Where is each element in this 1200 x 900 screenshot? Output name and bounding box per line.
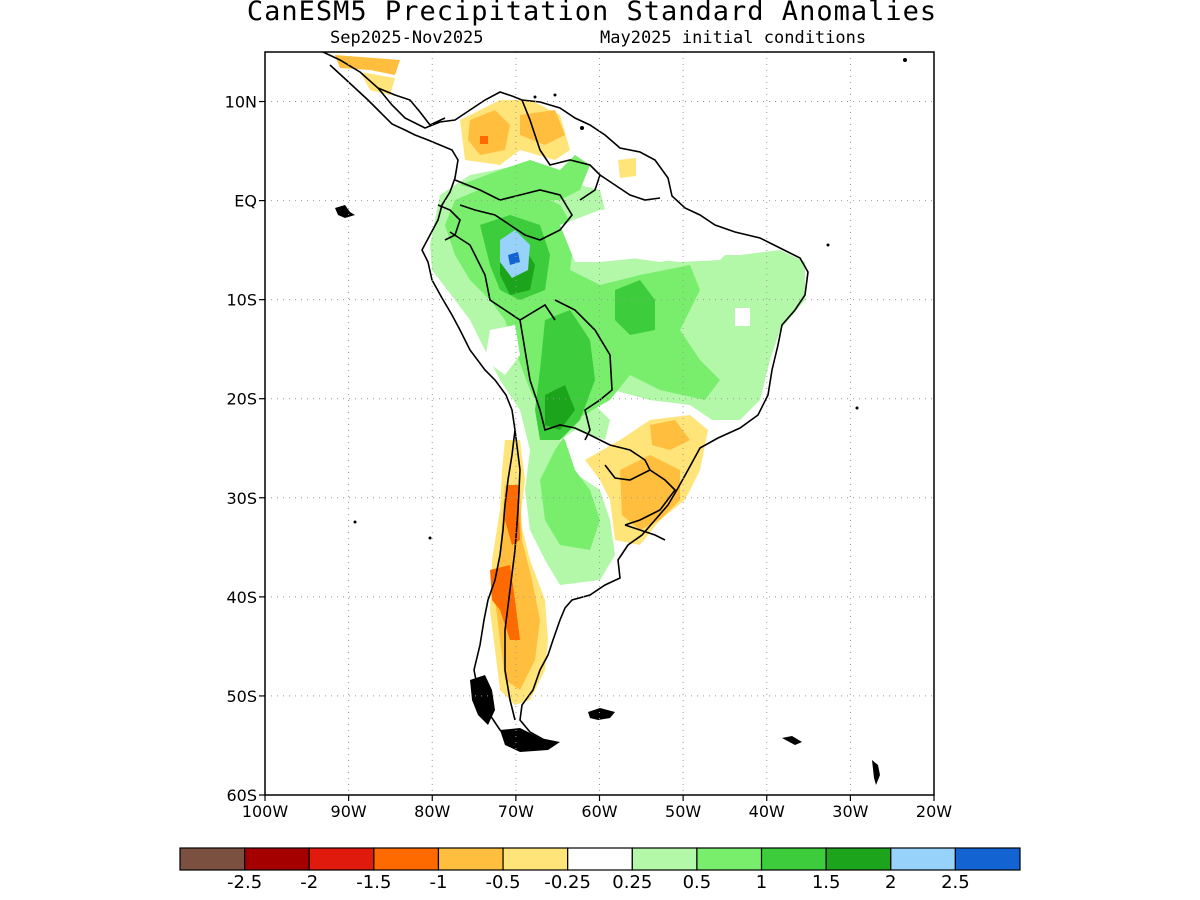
map-title: CanESM5 Precipitation Standard Anomalies xyxy=(246,0,938,27)
lon-tick-label: 30W xyxy=(832,802,868,821)
colorbar-label: 1.5 xyxy=(812,872,841,893)
chilean-archipelago xyxy=(470,675,495,725)
lon-tick-label: 70W xyxy=(498,802,534,821)
lat-tick-label: EQ xyxy=(234,192,257,211)
colorbar-swatch xyxy=(567,847,633,871)
forecast-period: Sep2025-Nov2025 xyxy=(330,28,484,48)
shade-orange-colombia xyxy=(468,110,510,155)
lat-tick-label: 60S xyxy=(226,786,257,805)
colorbar-swatch xyxy=(954,847,1021,871)
colorbar-swatch xyxy=(890,847,956,871)
colorbar-label: -2.5 xyxy=(227,872,262,893)
border-guianas xyxy=(599,174,661,201)
lat-tick-label: 10S xyxy=(226,291,257,310)
colorbar-label: 0.25 xyxy=(612,872,652,893)
coastlines xyxy=(322,52,809,749)
shade-red-spot xyxy=(480,136,488,144)
trindade-island xyxy=(855,406,859,410)
border-venezuela xyxy=(521,99,601,201)
colorbar-swatch xyxy=(502,847,569,871)
colorbar: -2.5 -2 -1.5 -1 -0.5 -0.25 0.25 0.5 1 1.5 2 2.5 xyxy=(179,847,1021,893)
shade-red-orange-south xyxy=(490,565,520,640)
lat-tick-label: 20S xyxy=(226,390,257,409)
shade-white-north-brazil xyxy=(560,205,740,262)
lon-tick-label: 90W xyxy=(331,802,367,821)
south-georgia xyxy=(782,736,802,745)
map-content xyxy=(265,52,934,795)
lon-tick-label: 80W xyxy=(414,802,450,821)
shade-white-peru xyxy=(485,325,520,375)
colorbar-swatch xyxy=(631,847,698,871)
shade-white-cell xyxy=(735,308,750,326)
lat-tick-label: 30S xyxy=(226,489,257,508)
lat-tick-label: 50S xyxy=(226,687,257,706)
colorbar-label: 2.5 xyxy=(941,872,970,893)
fernando-de-noronha xyxy=(826,243,830,247)
falkland-islands xyxy=(588,708,615,720)
lon-tick-label: 40W xyxy=(749,802,785,821)
lat-tick-label: 10N xyxy=(225,93,257,112)
colorbar-label: 2 xyxy=(885,872,896,893)
shade-blue xyxy=(508,252,520,265)
caribbean-island-2 xyxy=(553,93,557,97)
caribbean-island-1 xyxy=(533,95,537,99)
colorbar-label: -0.5 xyxy=(486,872,521,893)
shade-green-nw xyxy=(460,155,590,200)
shade-orange-venezuela xyxy=(520,110,565,145)
border-bolivia xyxy=(519,319,591,436)
shade-dark-green-b xyxy=(545,385,575,430)
lon-tick-label: 60W xyxy=(581,802,617,821)
border-chile-argentina xyxy=(504,429,521,721)
colorbar-label: -1.5 xyxy=(356,872,391,893)
border-ecuador xyxy=(437,204,461,241)
latitude-axis: 10N EQ 10S 20S 30S 40S 50S 60S xyxy=(225,93,265,805)
lat-tick-label: 40S xyxy=(226,588,257,607)
colorbar-label: -1 xyxy=(429,872,447,893)
south-america-coastline xyxy=(322,52,809,749)
shade-yellow-guiana xyxy=(618,158,636,178)
shade-orange-se-brazil xyxy=(650,420,690,450)
shade-orange-paraguay xyxy=(620,455,680,530)
colorbar-swatch xyxy=(825,847,892,871)
border-brazil-west xyxy=(554,299,613,441)
san-felix-island xyxy=(353,520,357,524)
central-america-coast xyxy=(377,87,446,126)
shade-mid-green-brazil xyxy=(615,280,655,335)
border-uruguay xyxy=(624,524,666,541)
trinidad-island xyxy=(580,126,584,130)
border-colombia xyxy=(454,179,573,241)
colorbar-label: 0.5 xyxy=(683,872,712,893)
colorbar-swatch xyxy=(437,847,504,871)
anomaly-shading xyxy=(335,55,805,705)
colorbar-swatch xyxy=(760,847,827,871)
colorbar-label: -2 xyxy=(300,872,318,893)
colorbar-swatch xyxy=(696,847,763,871)
lon-tick-label: 20W xyxy=(916,802,952,821)
colorbar-label: 1 xyxy=(756,872,767,893)
colorbar-swatch xyxy=(179,847,246,871)
border-argentina-brazil xyxy=(624,469,677,526)
lon-tick-label: 50W xyxy=(665,802,701,821)
south-sandwich-islands xyxy=(872,760,880,785)
colorbar-swatch xyxy=(373,847,440,871)
shade-yellow-central-america xyxy=(360,72,395,95)
initial-conditions: May2025 initial conditions xyxy=(600,28,867,48)
border-paraguay xyxy=(589,434,652,481)
longitude-axis: 100W 90W 80W 70W 60W 50W 40W 30W 20W xyxy=(242,795,952,821)
colorbar-label: -0.25 xyxy=(544,872,591,893)
islands xyxy=(335,58,907,785)
border-peru xyxy=(449,231,556,321)
shade-orange-central-america xyxy=(335,55,400,75)
shade-orange-chile xyxy=(495,485,540,690)
galapagos-islands xyxy=(335,205,355,218)
lon-tick-label: 100W xyxy=(242,802,289,821)
tierra-del-fuego xyxy=(500,728,560,752)
st-peter-paul-rocks xyxy=(903,58,907,62)
colorbar-swatch xyxy=(308,847,375,871)
colorbar-swatch xyxy=(244,847,310,871)
juan-fernandez-island xyxy=(428,536,432,540)
